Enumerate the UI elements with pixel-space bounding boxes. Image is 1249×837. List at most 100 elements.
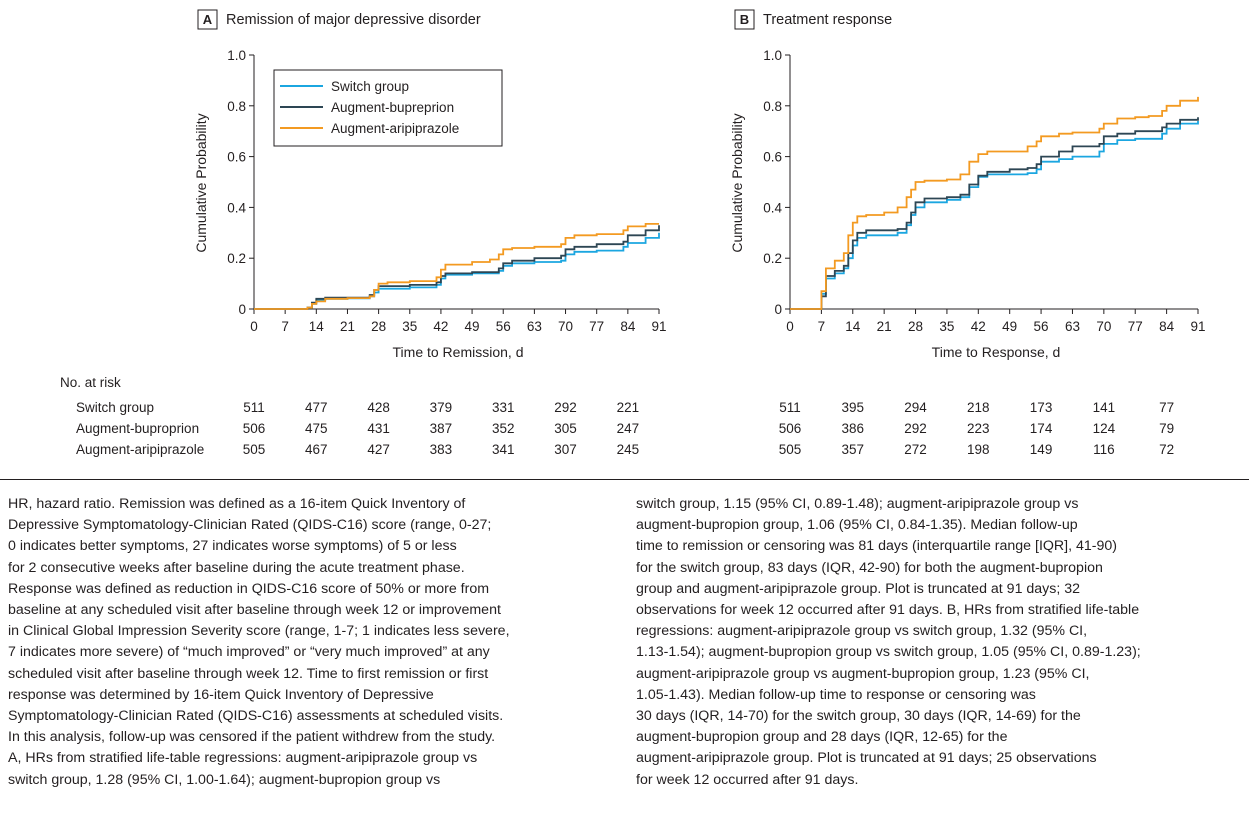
panel-b-risk-value-switch: 218 bbox=[967, 400, 990, 415]
panel-a-x-tick-label: 21 bbox=[340, 319, 355, 334]
panel-a-y-tick-label: 0.4 bbox=[227, 200, 246, 215]
panel-a: A Remission of major depressive disorder… bbox=[193, 9, 667, 360]
panel-b-x-tick-label: 0 bbox=[786, 319, 794, 334]
panel-b-title: Treatment response bbox=[763, 12, 892, 28]
risk-table: No. at risk Switch group Augment-bupropr… bbox=[60, 375, 1174, 457]
panel-a-risk-value-aripiprazole: 467 bbox=[305, 442, 328, 457]
panel-b-x-tick-label: 63 bbox=[1065, 319, 1080, 334]
panel-a-y-axis-title: Cumulative Probability bbox=[193, 113, 209, 252]
panel-b-risk-value-switch: 141 bbox=[1093, 400, 1116, 415]
panel-b-y-axis-title: Cumulative Probability bbox=[729, 113, 745, 252]
panel-b-risk-value-switch: 294 bbox=[904, 400, 927, 415]
panel-a-x-tick-label: 7 bbox=[281, 319, 289, 334]
panel-a-x-tick-label: 28 bbox=[371, 319, 386, 334]
panel-a-y-tick-label: 0.2 bbox=[227, 251, 246, 266]
panel-a-risk-value-aripiprazole: 383 bbox=[430, 442, 453, 457]
risk-row-label-aripiprazole: Augment-aripiprazole bbox=[76, 442, 204, 457]
panel-a-x-tick-label: 84 bbox=[620, 319, 636, 334]
panel-b-x-axis-title: Time to Response, d bbox=[932, 344, 1061, 360]
panel-b: B Treatment response 0 7 14 21 28 35 42 49 56 63 7… bbox=[729, 9, 1206, 360]
panel-b-x-tick-label: 56 bbox=[1034, 319, 1049, 334]
panel-b-risk-value-aripiprazole: 72 bbox=[1159, 442, 1174, 457]
figure: A Remission of major depressive disorder… bbox=[60, 9, 1206, 457]
panel-a-curve-aripiprazole bbox=[254, 223, 659, 310]
panel-a-risk-value-bupropion: 352 bbox=[492, 421, 515, 436]
panel-b-y-tick-label: 0.8 bbox=[763, 99, 782, 114]
panel-a-risk-value-aripiprazole: 505 bbox=[243, 442, 266, 457]
caption-left: HR, hazard ratio. Remission was defined … bbox=[8, 496, 510, 788]
panel-b-risk-value-switch: 173 bbox=[1030, 400, 1053, 415]
panel-b-y-tick-label: 0.4 bbox=[763, 200, 782, 215]
panel-b-risk-value-switch: 77 bbox=[1159, 400, 1174, 415]
panel-a-x-tick-label: 14 bbox=[309, 319, 325, 334]
panel-a-letter-box bbox=[197, 9, 218, 30]
panel-b-y-tick-label: 0.2 bbox=[763, 251, 782, 266]
panel-b-risk-value-bupropion: 174 bbox=[1030, 421, 1053, 436]
panel-b-x-tick-label: 49 bbox=[1002, 319, 1017, 334]
panel-b-risk-value-aripiprazole: 357 bbox=[842, 442, 865, 457]
panel-a-risk-value-switch: 292 bbox=[554, 400, 577, 415]
panel-b-letter: B bbox=[740, 12, 749, 27]
panel-a-risk-value-bupropion: 506 bbox=[243, 421, 266, 436]
risk-row-label-bupropion: Augment-buproprion bbox=[76, 421, 199, 436]
panel-b-x-tick-label: 35 bbox=[939, 319, 954, 334]
panel-b-risk-value-bupropion: 386 bbox=[842, 421, 865, 436]
panel-a-y-tick-label: 0 bbox=[238, 302, 246, 317]
panel-a-risk-value-bupropion: 431 bbox=[367, 421, 390, 436]
panel-a-plot: 0 7 14 21 28 35 42 49 56 63 70 77 84 91 0 0.2 0.4 0.6 0.8 1… bbox=[227, 48, 666, 334]
panel-a-x-tick-label: 70 bbox=[558, 319, 573, 334]
panel-a-curve-bupropion bbox=[254, 225, 660, 310]
panel-a-x-tick-label: 63 bbox=[527, 319, 542, 334]
panel-a-risk-value-bupropion: 387 bbox=[430, 421, 453, 436]
legend-label-aripiprazole: Augment-aripiprazole bbox=[331, 121, 459, 136]
panel-a-x-axis-title: Time to Remission, d bbox=[393, 344, 524, 360]
panel-b-risk-value-bupropion: 506 bbox=[779, 421, 802, 436]
panel-a-risk-value-aripiprazole: 427 bbox=[367, 442, 390, 457]
panel-a-risk-value-switch: 477 bbox=[305, 400, 328, 415]
panel-b-x-tick-label: 7 bbox=[818, 319, 826, 334]
panel-b-x-tick-label: 91 bbox=[1190, 319, 1205, 334]
panel-b-x-tick-label: 84 bbox=[1159, 319, 1175, 334]
panel-b-x-tick-label: 42 bbox=[971, 319, 986, 334]
panel-b-y-tick-label: 0.6 bbox=[763, 150, 782, 165]
panel-a-x-tick-label: 91 bbox=[651, 319, 666, 334]
panel-b-risk-value-bupropion: 223 bbox=[967, 421, 990, 436]
panel-a-x-tick-label: 49 bbox=[465, 319, 480, 334]
panel-a-risk-value-bupropion: 247 bbox=[617, 421, 640, 436]
caption-right: switch group, 1.15 (95% CI, 0.89-1.48); … bbox=[636, 496, 1141, 788]
panel-b-x-tick-label: 70 bbox=[1096, 319, 1111, 334]
panel-a-risk-value-switch: 511 bbox=[243, 400, 265, 415]
panel-a-risk-value-switch: 221 bbox=[617, 400, 640, 415]
panel-b-plot: 0 7 14 21 28 35 42 49 56 63 70 77 84 91 0 0.2 0.4 0.6 0.8 1… bbox=[763, 48, 1205, 334]
panel-a-title: Remission of major depressive disorder bbox=[226, 12, 481, 28]
panel-b-curve-bupropion bbox=[790, 117, 1199, 310]
panel-a-x-tick-label: 35 bbox=[402, 319, 417, 334]
panel-b-risk-value-aripiprazole: 272 bbox=[904, 442, 927, 457]
risk-table-title: No. at risk bbox=[60, 375, 121, 390]
panel-a-risk-value-aripiprazole: 341 bbox=[492, 442, 515, 457]
panel-a-x-tick-label: 0 bbox=[250, 319, 258, 334]
risk-values-panel-b: 511 395 294 218 173 141 77 506 386 292 223 174 124 79… bbox=[779, 400, 1174, 457]
panel-b-risk-value-aripiprazole: 505 bbox=[779, 442, 802, 457]
panel-a-risk-value-aripiprazole: 307 bbox=[554, 442, 577, 457]
panel-a-letter: A bbox=[203, 12, 213, 27]
panel-b-x-tick-label: 14 bbox=[845, 319, 861, 334]
panel-a-x-tick-label: 56 bbox=[496, 319, 511, 334]
panel-a-risk-value-bupropion: 475 bbox=[305, 421, 328, 436]
panel-b-y-tick-label: 1.0 bbox=[763, 48, 782, 63]
panel-b-letter-box bbox=[734, 9, 755, 30]
panel-b-risk-value-aripiprazole: 198 bbox=[967, 442, 990, 457]
panel-a-y-tick-label: 0.8 bbox=[227, 99, 246, 114]
panel-b-risk-value-aripiprazole: 116 bbox=[1093, 442, 1115, 457]
panel-b-risk-value-bupropion: 79 bbox=[1159, 421, 1174, 436]
legend-label-bupropion: Augment-bupreprion bbox=[331, 100, 454, 115]
risk-values-panel-a: 511 477 428 379 331 292 221 506 475 431 387 352 305 2… bbox=[243, 400, 639, 457]
panel-b-risk-value-switch: 395 bbox=[842, 400, 865, 415]
panel-a-risk-value-switch: 428 bbox=[367, 400, 390, 415]
panel-a-x-tick-label: 77 bbox=[589, 319, 604, 334]
legend: Switch group Augment-bupreprion Augment-… bbox=[273, 69, 503, 147]
panel-b-risk-value-aripiprazole: 149 bbox=[1030, 442, 1053, 457]
divider bbox=[0, 479, 1249, 480]
panel-a-y-tick-label: 0.6 bbox=[227, 150, 246, 165]
panel-a-y-tick-label: 1.0 bbox=[227, 48, 246, 63]
